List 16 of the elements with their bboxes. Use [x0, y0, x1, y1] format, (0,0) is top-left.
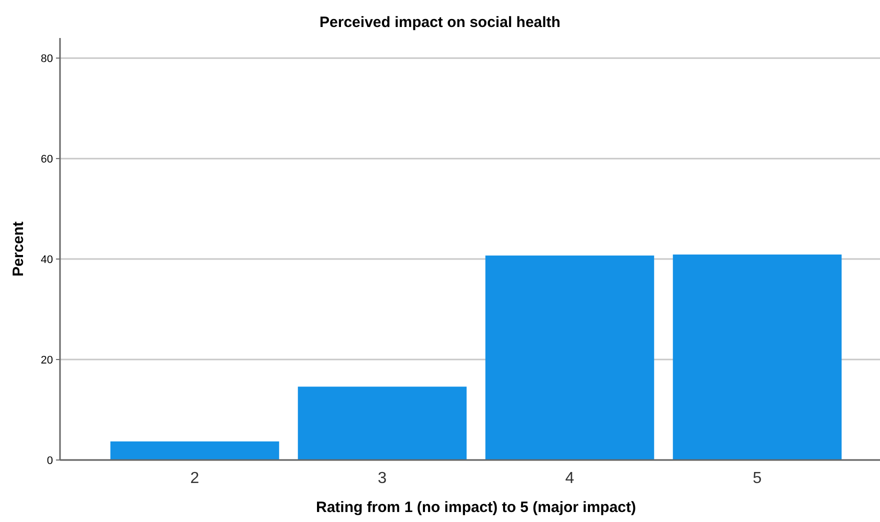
- bar: [672, 254, 842, 460]
- chart-title: Perceived impact on social health: [320, 14, 560, 31]
- y-tick-label: 0: [46, 454, 53, 467]
- y-tick-label: 80: [40, 52, 53, 65]
- bar: [298, 386, 467, 460]
- y-tick-label: 60: [40, 153, 53, 166]
- bar: [110, 441, 280, 460]
- y-axis-title: Percent: [10, 221, 27, 277]
- x-tick-label: 3: [378, 470, 387, 487]
- y-tick-label: 40: [40, 254, 53, 266]
- x-axis-title: Rating from 1 (no impact) to 5 (major impact): [316, 499, 636, 516]
- x-tick-label: 2: [190, 470, 200, 487]
- y-tick-label: 20: [40, 354, 53, 366]
- x-tick-label: 5: [752, 470, 762, 487]
- bar: [485, 256, 654, 460]
- x-tick-label: 4: [565, 470, 574, 487]
